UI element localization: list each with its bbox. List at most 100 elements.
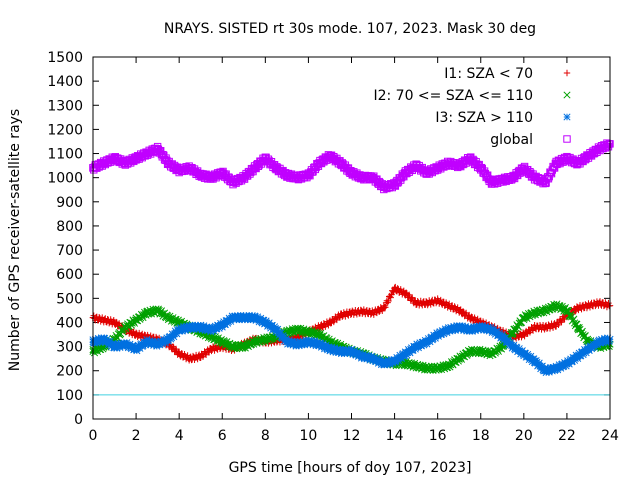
series-point-interp	[572, 308, 579, 315]
series-point-interp	[215, 324, 223, 332]
data-point	[132, 345, 140, 353]
series-point-interp	[533, 358, 541, 366]
x-tick-label: 10	[300, 428, 318, 444]
data-point	[530, 173, 539, 182]
series-point-interp	[234, 313, 242, 321]
data-point	[229, 314, 237, 322]
data-point	[175, 350, 183, 358]
series-point-interp	[167, 334, 176, 342]
series-point-interp	[146, 337, 154, 345]
data-point	[326, 319, 334, 326]
data-point	[401, 169, 410, 177]
data-point	[391, 285, 398, 292]
data-point	[121, 340, 129, 348]
data-point	[552, 364, 560, 372]
data-point	[164, 335, 172, 343]
y-tick-label: 200	[56, 364, 83, 380]
series-point-interp	[131, 343, 139, 351]
data-point	[315, 159, 323, 167]
data-point	[240, 173, 248, 182]
data-point	[455, 323, 463, 331]
data-point	[186, 355, 194, 362]
data-point	[207, 173, 216, 182]
legend-marker	[563, 91, 571, 99]
series-point-interp	[460, 326, 468, 335]
x-tick-label: 20	[515, 428, 533, 444]
data-point	[283, 171, 291, 179]
series-point-interp	[247, 316, 255, 324]
data-point	[294, 326, 302, 334]
series-point-interp	[567, 355, 575, 363]
data-point	[477, 164, 485, 172]
data-point	[153, 145, 162, 153]
series-point-interp	[571, 356, 579, 364]
data-point	[315, 340, 323, 348]
data-point	[240, 314, 248, 322]
series-point-interp	[417, 342, 426, 350]
data-point	[347, 169, 356, 177]
series-point-interp	[220, 318, 228, 326]
data-point	[433, 164, 442, 172]
data-point	[380, 183, 388, 192]
data-point	[401, 359, 409, 368]
series-point-interp	[156, 341, 164, 349]
x-tick-label: 0	[89, 428, 98, 444]
series-2	[89, 311, 614, 377]
series-point-interp	[375, 308, 383, 316]
data-point	[520, 164, 528, 172]
data-point	[509, 173, 517, 182]
series-point-interp	[412, 364, 420, 372]
series-point-interp	[575, 349, 583, 357]
data-point	[541, 306, 549, 314]
data-point	[132, 154, 140, 163]
legend-label: I3: SZA > 110	[435, 110, 533, 126]
data-point	[520, 314, 528, 322]
data-point	[445, 302, 452, 309]
series-point-interp	[487, 323, 495, 332]
x-tick-label: 16	[429, 428, 447, 444]
data-point	[563, 154, 571, 163]
data-point	[466, 347, 474, 355]
y-tick-label: 1500	[47, 50, 83, 66]
series-point-interp	[331, 344, 339, 352]
y-tick-label: 100	[56, 388, 83, 404]
series-point-interp	[537, 365, 545, 373]
series-point-interp	[384, 356, 392, 364]
data-point	[423, 364, 431, 372]
data-point	[197, 171, 205, 179]
data-point	[487, 350, 496, 358]
data-point	[347, 347, 356, 355]
legend-label: I1: SZA < 70	[444, 66, 533, 82]
series-point-interp	[213, 325, 221, 333]
series-3	[89, 139, 614, 194]
series-point-interp	[149, 305, 157, 313]
data-point	[369, 309, 377, 317]
data-point	[251, 338, 259, 346]
series-point-interp	[604, 334, 612, 342]
series-point-interp	[116, 343, 124, 352]
x-tick-label: 12	[343, 428, 361, 444]
data-point	[466, 154, 474, 163]
data-point	[207, 326, 216, 334]
y-tick-label: 900	[56, 195, 83, 211]
series-point-interp	[386, 292, 394, 300]
series-point-interp	[211, 322, 219, 330]
data-point	[509, 343, 517, 351]
data-point	[251, 314, 259, 322]
data-point	[250, 164, 259, 172]
x-tick-label: 8	[261, 428, 270, 444]
data-point	[121, 159, 130, 167]
series-point-interp	[557, 364, 565, 372]
data-point	[444, 159, 453, 167]
series-point-interp	[548, 367, 556, 375]
data-point	[229, 178, 237, 187]
x-tick-label: 24	[601, 428, 619, 444]
data-point	[261, 335, 269, 343]
series-point-interp	[459, 308, 467, 315]
data-point	[531, 309, 539, 317]
data-point	[552, 159, 560, 167]
series-point-interp	[341, 349, 349, 358]
data-point	[487, 326, 496, 334]
series-point-interp	[359, 350, 367, 358]
data-point	[337, 347, 345, 355]
